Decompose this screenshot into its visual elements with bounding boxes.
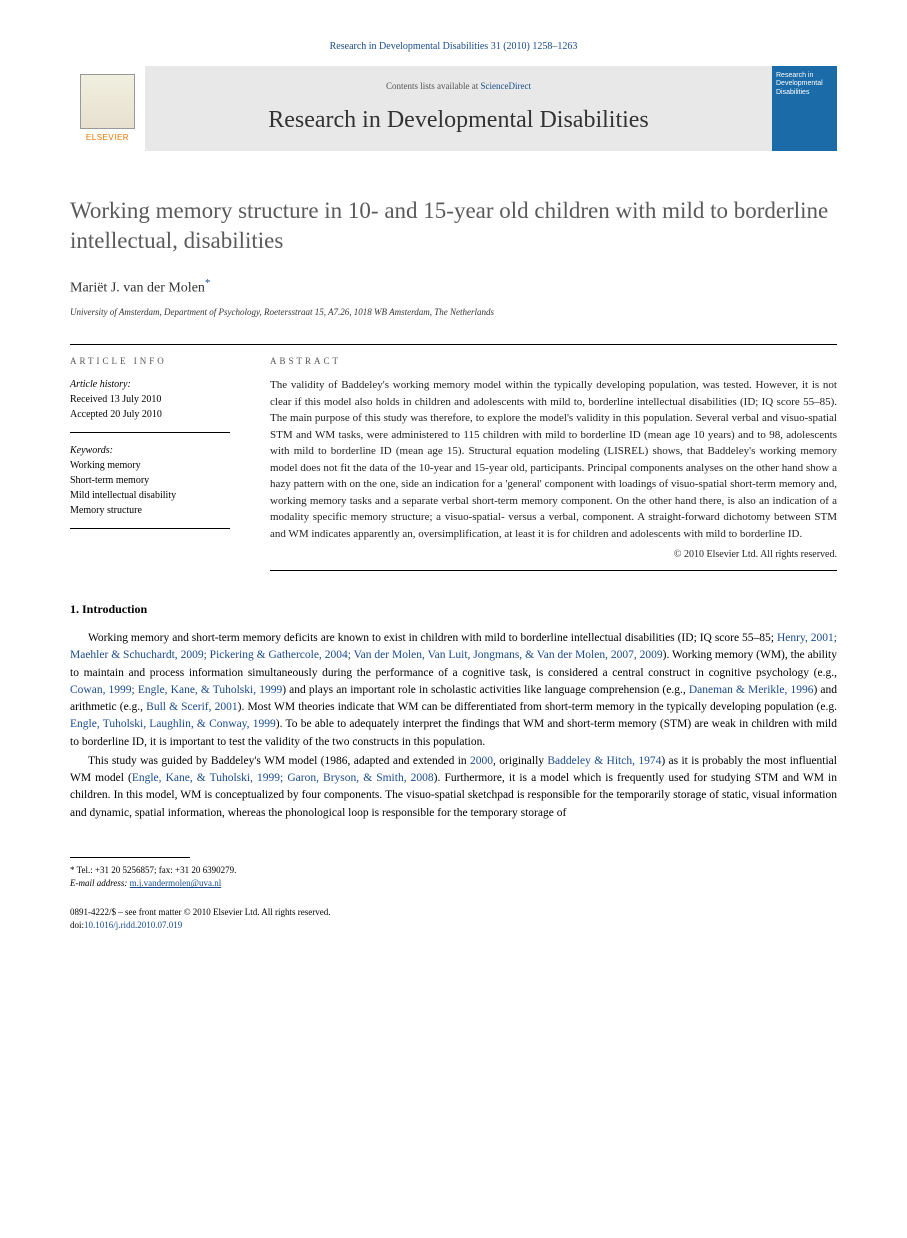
section-1-heading: 1. Introduction (70, 601, 837, 618)
citation-link[interactable]: Baddeley & Hitch, 1974 (547, 755, 661, 767)
text-run: This study was guided by Baddeley's WM m… (88, 755, 470, 767)
author-email-link[interactable]: m.j.vandermolen@uva.nl (130, 878, 222, 888)
sciencedirect-link[interactable]: ScienceDirect (481, 81, 531, 91)
footnote-separator (70, 857, 190, 858)
abstract-label: ABSTRACT (270, 355, 837, 368)
accepted-date: Accepted 20 July 2010 (70, 407, 230, 422)
header-citation: Research in Developmental Disabilities 3… (70, 40, 837, 54)
abstract-column: ABSTRACT The validity of Baddeley's work… (250, 344, 837, 572)
publication-info-footer: 0891-4222/$ – see front matter © 2010 El… (70, 906, 837, 931)
contents-prefix: Contents lists available at (386, 81, 480, 91)
text-run: ) and plays an important role in scholas… (282, 684, 689, 696)
journal-header-center: Contents lists available at ScienceDirec… (145, 66, 772, 151)
keyword-item: Mild intellectual disability (70, 488, 230, 503)
author-name: Mariët J. van der Molen* (70, 276, 837, 298)
received-date: Received 13 July 2010 (70, 392, 230, 407)
author-text: Mariët J. van der Molen (70, 281, 205, 296)
issn-copyright-line: 0891-4222/$ – see front matter © 2010 El… (70, 906, 837, 919)
article-info-label: ARTICLE INFO (70, 355, 230, 368)
tel-fax-line: * Tel.: +31 20 5256857; fax: +31 20 6390… (70, 864, 837, 878)
abstract-text: The validity of Baddeley's working memor… (270, 377, 837, 571)
article-title: Working memory structure in 10- and 15-y… (70, 196, 837, 256)
intro-paragraph-1: Working memory and short-term memory def… (70, 630, 837, 751)
elsevier-label: ELSEVIER (86, 132, 129, 143)
citation-link[interactable]: 2000 (470, 755, 493, 767)
text-run: ). Most WM theories indicate that WM can… (238, 701, 837, 713)
citation-link[interactable]: Engle, Tuholski, Laughlin, & Conway, 199… (70, 718, 276, 730)
corresponding-asterisk: * (205, 277, 211, 289)
history-label: Article history: (70, 377, 230, 392)
info-abstract-row: ARTICLE INFO Article history: Received 1… (70, 344, 837, 572)
citation-link[interactable]: Cowan, 1999; Engle, Kane, & Tuholski, 19… (70, 684, 282, 696)
keywords-label: Keywords: (70, 443, 230, 458)
citation-link[interactable]: Engle, Kane, & Tuholski, 1999; Garon, Br… (132, 772, 434, 784)
corresponding-author-footnote: * Tel.: +31 20 5256857; fax: +31 20 6390… (70, 864, 837, 891)
abstract-copyright: © 2010 Elsevier Ltd. All rights reserved… (270, 547, 837, 562)
article-history-block: Article history: Received 13 July 2010 A… (70, 377, 230, 433)
doi-label: doi: (70, 920, 84, 930)
citation-link[interactable]: Daneman & Merikle, 1996 (689, 684, 814, 696)
abstract-body: The validity of Baddeley's working memor… (270, 379, 837, 540)
elsevier-tree-icon (80, 74, 135, 129)
keyword-item: Working memory (70, 458, 230, 473)
doi-link[interactable]: 10.1016/j.ridd.2010.07.019 (84, 920, 182, 930)
journal-title: Research in Developmental Disabilities (268, 104, 649, 138)
author-affiliation: University of Amsterdam, Department of P… (70, 306, 837, 319)
intro-paragraph-2: This study was guided by Baddeley's WM m… (70, 753, 837, 822)
text-run: , originally (493, 755, 547, 767)
journal-header-banner: ELSEVIER Contents lists available at Sci… (70, 66, 837, 151)
keywords-block: Keywords: Working memory Short-term memo… (70, 443, 230, 529)
citation-link[interactable]: Bull & Scerif, 2001 (146, 701, 237, 713)
cover-journal-name: Research in Developmental Disabilities (776, 72, 833, 97)
keyword-item: Short-term memory (70, 473, 230, 488)
contents-available-line: Contents lists available at ScienceDirec… (386, 80, 531, 93)
elsevier-logo: ELSEVIER (70, 66, 145, 151)
journal-cover-thumbnail: Research in Developmental Disabilities (772, 66, 837, 151)
keyword-item: Memory structure (70, 503, 230, 518)
email-label: E-mail address: (70, 878, 127, 888)
text-run: Working memory and short-term memory def… (88, 632, 777, 644)
article-info-column: ARTICLE INFO Article history: Received 1… (70, 344, 250, 572)
